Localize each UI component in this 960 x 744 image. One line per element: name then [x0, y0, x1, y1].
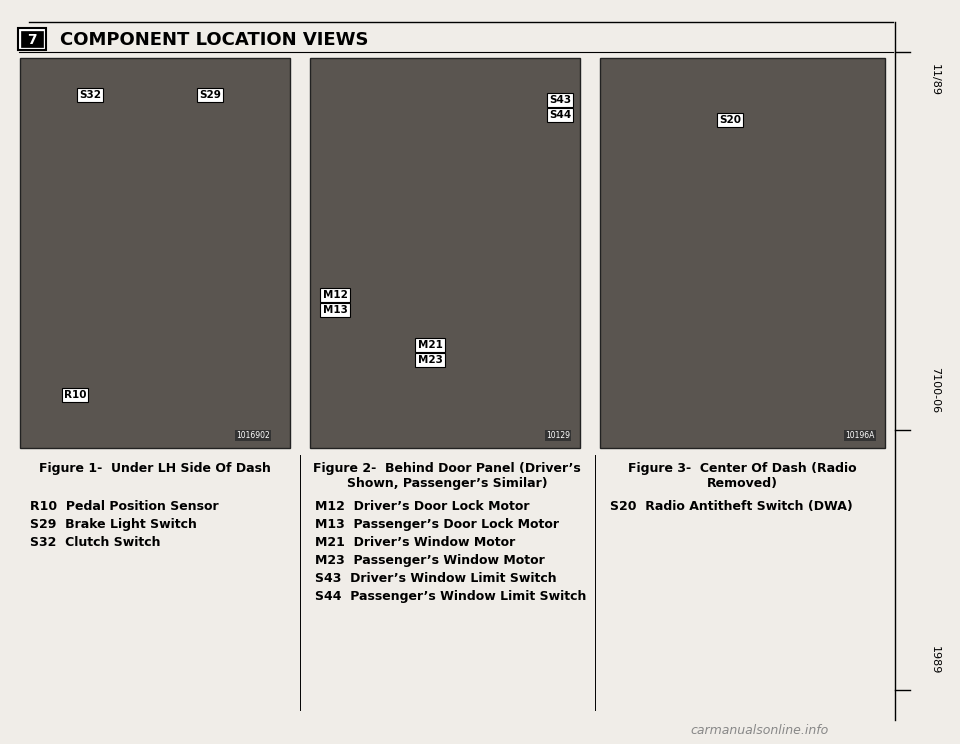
Bar: [310, 58, 580, 448]
Text: 7100-06: 7100-06: [930, 367, 940, 413]
Text: M12  Driver’s Door Lock Motor: M12 Driver’s Door Lock Motor: [315, 500, 530, 513]
Text: S20  Radio Antitheft Switch (DWA): S20 Radio Antitheft Switch (DWA): [610, 500, 852, 513]
Text: S29  Brake Light Switch: S29 Brake Light Switch: [30, 518, 197, 531]
Text: 10196A: 10196A: [846, 431, 875, 440]
Text: Figure 2-  Behind Door Panel (Driver’s: Figure 2- Behind Door Panel (Driver’s: [313, 462, 581, 475]
Bar: [18, 28, 46, 50]
Text: Removed): Removed): [707, 477, 778, 490]
Text: 7: 7: [27, 33, 36, 47]
Text: Figure 1-  Under LH Side Of Dash: Figure 1- Under LH Side Of Dash: [39, 462, 271, 475]
Text: 1989: 1989: [930, 646, 940, 674]
Text: R10: R10: [63, 390, 86, 400]
Text: S20: S20: [719, 115, 741, 125]
Text: BMW: BMW: [23, 33, 41, 37]
Text: 1016902: 1016902: [236, 431, 270, 440]
Text: 11/89: 11/89: [930, 64, 940, 96]
Text: S43: S43: [549, 95, 571, 105]
Text: carmanualsonline.info: carmanualsonline.info: [691, 723, 829, 737]
Text: S43  Driver’s Window Limit Switch: S43 Driver’s Window Limit Switch: [315, 572, 557, 585]
Text: S32: S32: [79, 90, 101, 100]
Text: Figure 3-  Center Of Dash (Radio: Figure 3- Center Of Dash (Radio: [628, 462, 856, 475]
Text: M13: M13: [323, 305, 348, 315]
Text: M12: M12: [323, 290, 348, 300]
Text: M23  Passenger’s Window Motor: M23 Passenger’s Window Motor: [315, 554, 544, 567]
Text: S32  Clutch Switch: S32 Clutch Switch: [30, 536, 160, 549]
Text: R10  Pedal Position Sensor: R10 Pedal Position Sensor: [30, 500, 219, 513]
Text: 10129: 10129: [546, 431, 570, 440]
Text: Shown, Passenger’s Similar): Shown, Passenger’s Similar): [347, 477, 547, 490]
Text: M21  Driver’s Window Motor: M21 Driver’s Window Motor: [315, 536, 516, 549]
Bar: [20, 58, 290, 448]
Text: S44  Passenger’s Window Limit Switch: S44 Passenger’s Window Limit Switch: [315, 590, 587, 603]
Bar: [21, 31, 43, 47]
Text: COMPONENT LOCATION VIEWS: COMPONENT LOCATION VIEWS: [60, 31, 369, 49]
Text: M13  Passenger’s Door Lock Motor: M13 Passenger’s Door Lock Motor: [315, 518, 559, 531]
Bar: [600, 58, 885, 448]
Text: M23: M23: [418, 355, 443, 365]
Text: M21: M21: [418, 340, 443, 350]
Text: S29: S29: [199, 90, 221, 100]
Text: S44: S44: [549, 110, 571, 120]
